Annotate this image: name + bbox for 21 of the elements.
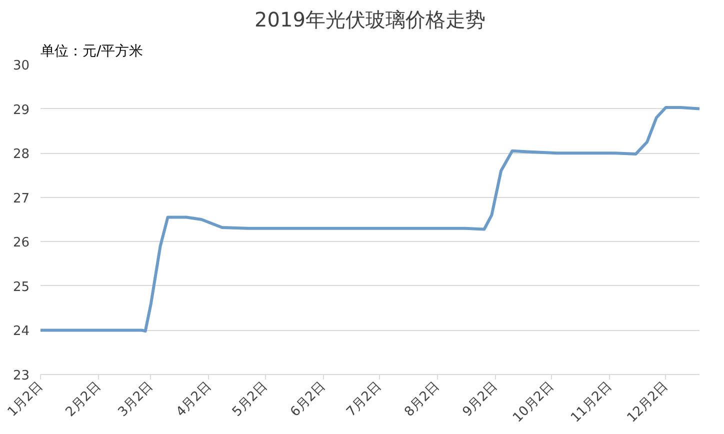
y-axis-title: 单位：元/平方米 [40, 44, 144, 60]
y-tick-label: 28 [12, 147, 30, 162]
x-tick-label: 11月2日 [568, 379, 615, 426]
y-tick-label: 25 [12, 280, 30, 295]
x-tick-label: 2月2日 [63, 379, 104, 420]
y-tick-label: 29 [12, 102, 30, 118]
x-tick-label: 3月2日 [116, 379, 156, 420]
x-tick-label: 5月2日 [230, 379, 270, 420]
x-tick-label: 7月2日 [344, 379, 385, 420]
x-tick-label: 6月2日 [288, 379, 329, 420]
x-tick-label: 8月2日 [402, 379, 443, 420]
y-tick-label: 30 [12, 58, 30, 74]
x-tick-label: 10月2日 [510, 379, 557, 426]
y-tick-label: 26 [12, 236, 30, 251]
y-tick-label: 27 [12, 191, 30, 206]
chart-title: 2019年光伏玻璃价格走势 [254, 8, 486, 32]
line-series [40, 106, 700, 333]
x-tick-label: 12月2日 [624, 379, 672, 426]
y-tick-label: 24 [12, 324, 30, 340]
x-tick-label: 9月2日 [460, 379, 501, 420]
x-tick-label: 4月2日 [174, 379, 214, 420]
